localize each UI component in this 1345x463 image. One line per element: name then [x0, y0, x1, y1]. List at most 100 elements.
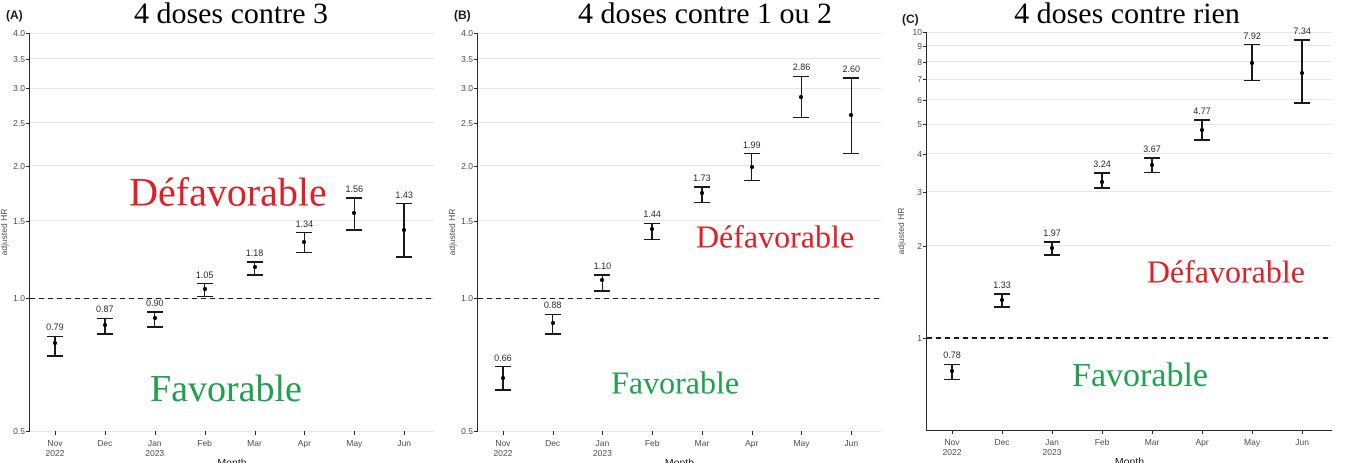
gridline [927, 245, 1332, 247]
plot-area: adjusted HR Month 4.0 3.5 3.0 2.5 2.0 1.5 1.0 0… [0, 28, 434, 463]
value-label: 0.87 [96, 304, 114, 315]
error-bar-line [651, 223, 653, 240]
error-bar-cap-top [494, 365, 511, 368]
y-tick-mark [26, 165, 30, 167]
y-tick-label: 4 [917, 148, 922, 159]
data-point-marker [600, 278, 605, 283]
y-tick-mark [26, 33, 30, 34]
reference-line-hr1 [478, 297, 881, 300]
error-bar-cap-bottom [793, 116, 810, 119]
y-tick-mark [474, 165, 478, 167]
gridline [478, 58, 881, 60]
y-tick-label: 7 [917, 74, 922, 85]
gridline [478, 430, 881, 432]
error-bar-cap-bottom [644, 238, 661, 241]
value-label: 1.05 [195, 269, 214, 280]
error-bar-cap-top [544, 313, 561, 316]
x-tick-mark [1152, 430, 1154, 434]
error-bar-cap-top [1144, 157, 1161, 159]
error-bar-cap-top [843, 77, 860, 79]
panel-title: 4 doses contre 3 [133, 0, 329, 30]
y-tick-label: 9 [917, 40, 922, 51]
favorable-annotation: Favorable [149, 368, 302, 411]
y-tick-mark [923, 99, 927, 101]
x-tick-mark [1302, 430, 1304, 434]
error-bar-cap-bottom [1194, 139, 1211, 141]
error-bar-cap-top [246, 261, 263, 263]
y-tick-label: 0.5 [13, 426, 25, 436]
x-tick-label: Dec [97, 438, 113, 448]
data-point-marker [202, 286, 207, 291]
value-label: 1.18 [245, 247, 264, 258]
x-tick-mark [54, 431, 56, 435]
value-label: 0.66 [494, 352, 512, 363]
error-bar-cap-top [594, 274, 611, 276]
x-tick-label: Jan 2023 [1042, 437, 1062, 457]
panel-label: (A) [6, 8, 23, 22]
data-point-marker [152, 316, 157, 321]
error-bar-cap-top [296, 231, 313, 234]
error-bar-cap-bottom [1294, 102, 1311, 104]
y-tick-mark [923, 61, 927, 63]
y-tick-mark [474, 431, 478, 432]
y-tick-mark [923, 32, 927, 33]
data-point-marker [252, 264, 257, 269]
data-point-marker [402, 227, 407, 232]
y-tick-label: 3.5 [13, 53, 25, 64]
value-label: 1.56 [345, 183, 364, 194]
error-bar-cap-top [994, 293, 1010, 295]
x-axis-title: Month [1114, 456, 1145, 463]
y-tick-mark [923, 45, 927, 47]
y-tick-label: 1 [917, 332, 922, 343]
plot-area: adjusted HR Month 10 9 8 7 6 5 4 3 2 1 Nov 2022 Dec J… [896, 26, 1332, 463]
data-point-marker [1050, 245, 1055, 250]
x-tick-label: Dec [545, 438, 561, 448]
value-label: 1.33 [993, 280, 1011, 291]
x-tick-label: May [793, 438, 810, 448]
gridline [478, 32, 881, 34]
data-point-marker [1100, 179, 1105, 184]
x-tick-mark [354, 431, 356, 435]
panel-title: 4 doses contre rien [1014, 0, 1240, 30]
x-tick-mark [154, 431, 156, 435]
y-tick-label: 5 [917, 119, 922, 130]
error-bar-cap-bottom [296, 251, 313, 254]
y-tick-mark [923, 337, 927, 339]
y-tick-mark [474, 298, 478, 300]
error-bar-cap-top [943, 363, 960, 366]
data-point-marker [650, 226, 655, 231]
y-tick-mark [923, 79, 927, 81]
error-bar-cap-bottom [693, 201, 710, 204]
value-label: 7.34 [1293, 26, 1311, 37]
x-tick-mark [1002, 430, 1003, 434]
x-tick-mark [851, 431, 853, 435]
y-tick-label: 10 [912, 27, 922, 37]
favorable-annotation: Favorable [1072, 357, 1208, 395]
error-bar-cap-bottom [246, 274, 263, 276]
value-label: 7.92 [1243, 30, 1261, 41]
error-bar-cap-bottom [843, 152, 860, 155]
y-tick-mark [26, 88, 30, 90]
gridline [927, 123, 1332, 125]
error-bar-cap-bottom [1044, 254, 1061, 256]
value-label: 1.99 [742, 139, 761, 150]
x-tick-mark [751, 431, 753, 435]
value-label: 1.73 [693, 172, 711, 183]
x-tick-mark [404, 431, 406, 435]
y-tick-label: 8 [917, 56, 922, 67]
panel-b: (B) 4 doses contre 1 ou 2 adjusted HR Mo… [447, 0, 896, 463]
error-bar-cap-top [146, 311, 163, 313]
gridline [30, 220, 434, 222]
x-tick-mark [254, 431, 256, 435]
error-bar-cap-top [346, 197, 363, 199]
x-tick-label: Feb [644, 438, 660, 448]
value-label: 0.79 [46, 322, 64, 333]
x-tick-label: Jun [397, 438, 412, 448]
y-tick-mark [26, 58, 30, 60]
x-tick-label: Mar [1144, 437, 1160, 447]
x-tick-label: Apr [745, 438, 759, 448]
error-bar-cap-bottom [494, 389, 511, 391]
gridline [30, 58, 434, 60]
x-tick-mark [204, 431, 206, 435]
